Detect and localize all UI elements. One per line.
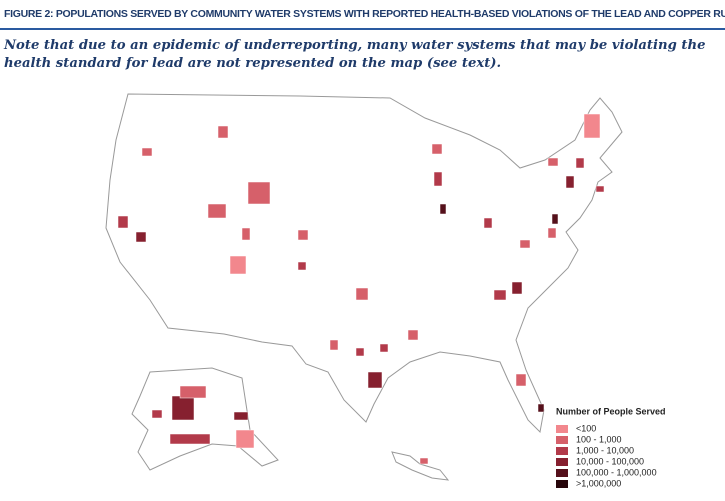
violation-area [247, 181, 271, 205]
legend-label: 1,000 - 10,000 [576, 445, 634, 455]
legend-label: 10,000 - 100,000 [576, 456, 644, 466]
violation-area [515, 373, 527, 387]
violation-area [407, 329, 419, 341]
note-line: health standard for lead are not represe… [4, 56, 502, 71]
violation-area [547, 157, 559, 167]
legend-swatch [556, 425, 568, 433]
violation-area [297, 261, 307, 271]
legend-label: <100 [576, 423, 596, 433]
violation-area [233, 411, 249, 421]
violation-area [551, 213, 559, 225]
violation-area [141, 147, 153, 157]
violation-area [229, 255, 247, 275]
violation-area [419, 457, 429, 465]
legend-swatch [556, 436, 568, 444]
legend-label: 100 - 1,000 [576, 434, 622, 444]
legend-swatch [556, 458, 568, 466]
violation-area [171, 395, 195, 421]
violation-area [235, 429, 255, 449]
violation-area [493, 289, 507, 301]
violation-area [179, 385, 207, 399]
alaska-outline [131, 367, 279, 471]
violation-area [431, 143, 443, 155]
violation-area [329, 339, 339, 351]
violation-area [151, 409, 163, 419]
figure-title: FIGURE 2: POPULATIONS SERVED BY COMMUNIT… [4, 8, 725, 20]
legend-swatch [556, 480, 568, 488]
violation-area [117, 215, 129, 229]
violation-area [595, 185, 605, 193]
violation-area [433, 171, 443, 187]
us-outline [105, 93, 623, 434]
violation-area [135, 231, 147, 243]
title-rule [0, 28, 725, 30]
violation-area [297, 229, 309, 241]
violation-area [519, 239, 531, 249]
legend-title: Number of People Served [556, 406, 666, 416]
violation-area [511, 281, 523, 295]
legend-swatch [556, 469, 568, 477]
violation-area [583, 113, 601, 139]
violation-area [379, 343, 389, 353]
legend-swatch [556, 447, 568, 455]
hawaii-outline [391, 451, 450, 481]
violation-area [439, 203, 447, 215]
violation-area [575, 157, 585, 169]
violation-area [547, 227, 557, 239]
violation-area [207, 203, 227, 219]
violation-area [169, 433, 211, 445]
legend-label: >1,000,000 [576, 478, 621, 488]
legend-label: 100,000 - 1,000,000 [576, 467, 657, 477]
violation-area [355, 347, 365, 357]
violation-areas [117, 113, 605, 465]
violation-area [367, 371, 383, 389]
violation-area [241, 227, 251, 241]
violation-area [537, 403, 545, 413]
violation-area [217, 125, 229, 139]
violation-area [565, 175, 575, 189]
violation-area [483, 217, 493, 229]
violation-area [355, 287, 369, 301]
note-line: Note that due to an epidemic of underrep… [4, 38, 706, 53]
